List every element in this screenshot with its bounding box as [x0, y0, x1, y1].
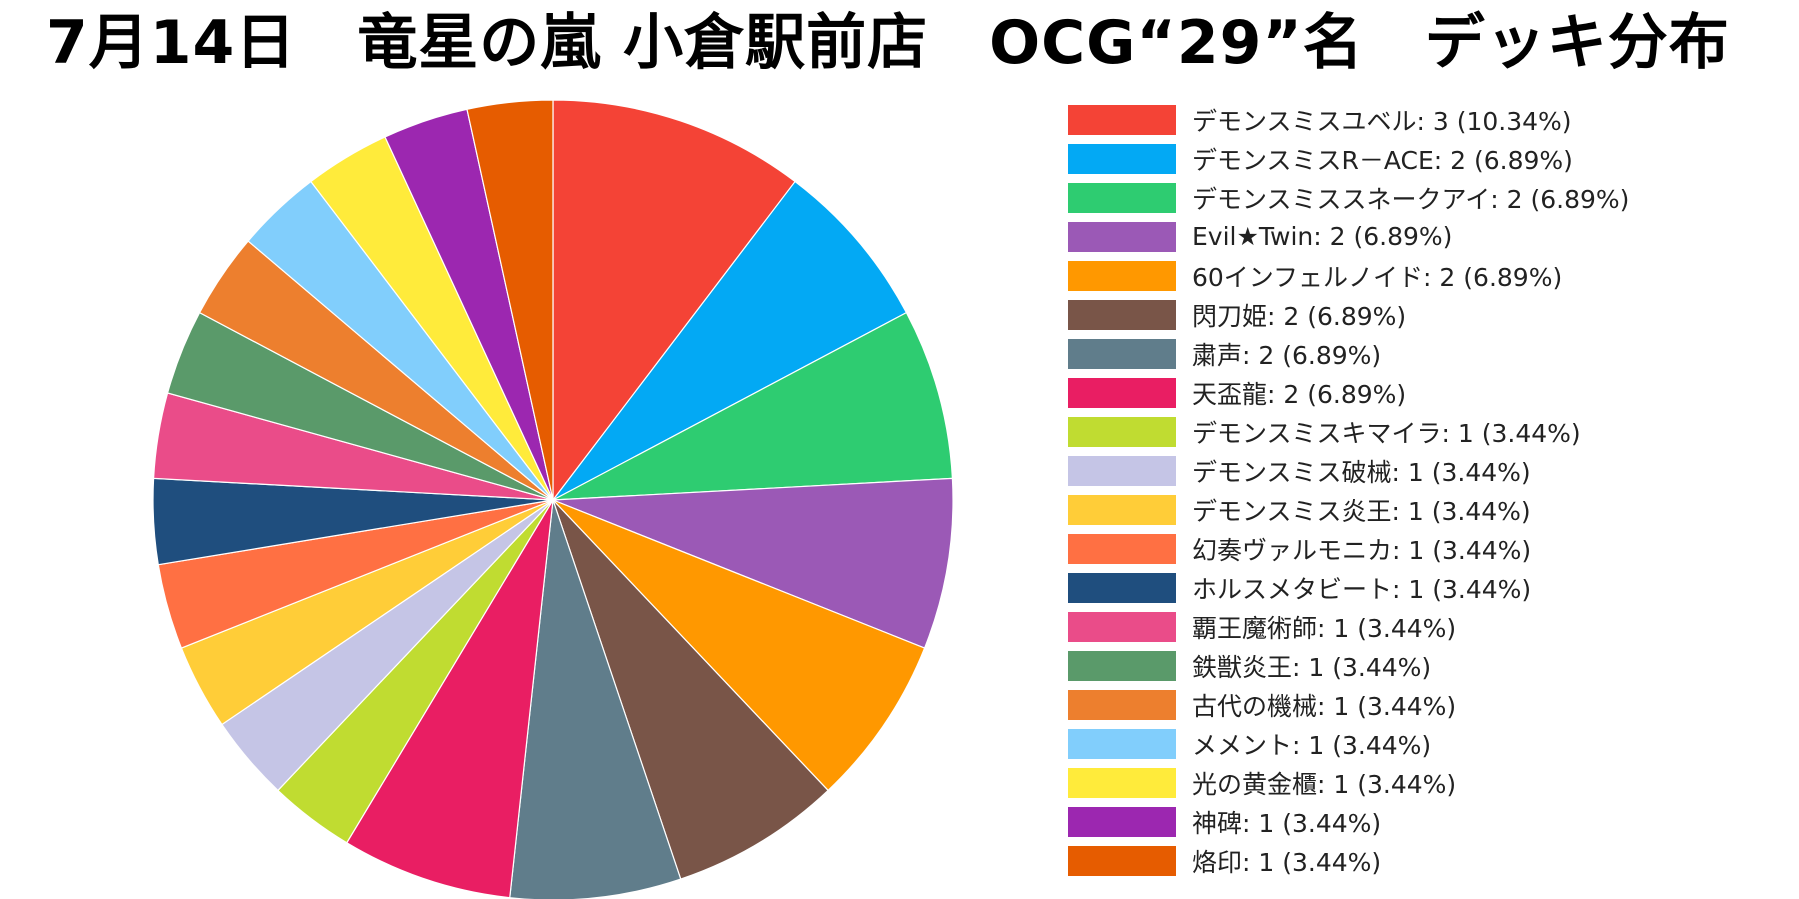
legend-swatch — [1068, 611, 1176, 642]
legend-label: 光の黄金櫃: 1 (3.44%) — [1192, 769, 1457, 799]
legend-swatch — [1068, 455, 1176, 486]
legend-label: 古代の機械: 1 (3.44%) — [1192, 691, 1457, 721]
legend-swatch — [1068, 806, 1176, 837]
legend-swatch — [1068, 260, 1176, 291]
pie-slice-4 — [552, 477, 954, 649]
legend-swatch — [1068, 689, 1176, 720]
legend-item: メメント: 1 (3.44%) — [1068, 724, 1629, 763]
chart-title: 7月14日 竜星の嵐 小倉駅前店 OCG“29”名 デッキ分布 — [46, 8, 1730, 78]
legend-item: デモンスミス破械: 1 (3.44%) — [1068, 451, 1629, 490]
legend-swatch — [1068, 221, 1176, 252]
legend-label: 閃刀姫: 2 (6.89%) — [1192, 301, 1407, 331]
legend-item: 鉄獣炎王: 1 (3.44%) — [1068, 646, 1629, 685]
legend-label: 幻奏ヴァルモニカ: 1 (3.44%) — [1192, 535, 1532, 565]
legend-label: 烙印: 1 (3.44%) — [1192, 847, 1382, 877]
legend-swatch — [1068, 182, 1176, 213]
legend-item: ホルスメタビート: 1 (3.44%) — [1068, 568, 1629, 607]
legend-item: デモンスミスR－ACE: 2 (6.89%) — [1068, 139, 1629, 178]
legend: デモンスミスユベル: 3 (10.34%) デモンスミスR－ACE: 2 (6.8… — [1068, 100, 1629, 880]
legend-label: デモンスミスキマイラ: 1 (3.44%) — [1192, 418, 1581, 448]
legend-label: 覇王魔術師: 1 (3.44%) — [1192, 613, 1457, 643]
pie-slice-2 — [552, 180, 908, 501]
legend-swatch — [1068, 572, 1176, 603]
pie-slice-7 — [509, 499, 682, 899]
pie-slice-20 — [466, 99, 554, 501]
pie-slice-8 — [345, 499, 554, 899]
pie-slice-6 — [552, 499, 829, 880]
legend-swatch — [1068, 416, 1176, 447]
legend-item: 60インフェルノイド: 2 (6.89%) — [1068, 256, 1629, 295]
legend-item: Evil★Twin: 2 (6.89%) — [1068, 217, 1629, 256]
legend-label: 鉄獣炎王: 1 (3.44%) — [1192, 652, 1432, 682]
legend-item: 覇王魔術師: 1 (3.44%) — [1068, 607, 1629, 646]
legend-swatch — [1068, 338, 1176, 369]
legend-swatch — [1068, 377, 1176, 408]
legend-item: デモンスミス炎王: 1 (3.44%) — [1068, 490, 1629, 529]
legend-label: Evil★Twin: 2 (6.89%) — [1192, 222, 1453, 251]
legend-item: デモンスミススネークアイ: 2 (6.89%) — [1068, 178, 1629, 217]
legend-label: ホルスメタビート: 1 (3.44%) — [1192, 574, 1532, 604]
legend-label: 60インフェルノイド: 2 (6.89%) — [1192, 262, 1563, 292]
legend-label: 粛声: 2 (6.89%) — [1192, 340, 1382, 370]
pie-slice-5 — [552, 499, 926, 792]
legend-swatch — [1068, 728, 1176, 759]
legend-swatch — [1068, 533, 1176, 564]
legend-item: 粛声: 2 (6.89%) — [1068, 334, 1629, 373]
legend-item: 古代の機械: 1 (3.44%) — [1068, 685, 1629, 724]
legend-item: 幻奏ヴァルモニカ: 1 (3.44%) — [1068, 529, 1629, 568]
pie-slice-3 — [552, 311, 954, 501]
legend-label: デモンスミス炎王: 1 (3.44%) — [1192, 496, 1531, 526]
legend-swatch — [1068, 143, 1176, 174]
legend-swatch — [1068, 494, 1176, 525]
legend-item: デモンスミスユベル: 3 (10.34%) — [1068, 100, 1629, 139]
legend-item: 光の黄金櫃: 1 (3.44%) — [1068, 763, 1629, 802]
legend-swatch — [1068, 299, 1176, 330]
legend-swatch — [1068, 650, 1176, 681]
legend-item: 神碑: 1 (3.44%) — [1068, 802, 1629, 841]
legend-item: 閃刀姫: 2 (6.89%) — [1068, 295, 1629, 334]
legend-item: デモンスミスキマイラ: 1 (3.44%) — [1068, 412, 1629, 451]
legend-label: デモンスミス破械: 1 (3.44%) — [1192, 457, 1531, 487]
legend-label: デモンスミスR－ACE: 2 (6.89%) — [1192, 145, 1573, 175]
legend-swatch — [1068, 104, 1176, 135]
legend-item: 天盃龍: 2 (6.89%) — [1068, 373, 1629, 412]
legend-swatch — [1068, 845, 1176, 876]
pie-slice-1 — [552, 99, 796, 502]
legend-label: デモンスミススネークアイ: 2 (6.89%) — [1192, 184, 1630, 214]
legend-label: 神碑: 1 (3.44%) — [1192, 808, 1382, 838]
legend-swatch — [1068, 767, 1176, 798]
legend-label: デモンスミスユベル: 3 (10.34%) — [1192, 106, 1572, 136]
pie-chart — [152, 99, 954, 899]
legend-label: 天盃龍: 2 (6.89%) — [1192, 379, 1407, 409]
legend-item: 烙印: 1 (3.44%) — [1068, 841, 1629, 880]
legend-label: メメント: 1 (3.44%) — [1192, 730, 1432, 760]
